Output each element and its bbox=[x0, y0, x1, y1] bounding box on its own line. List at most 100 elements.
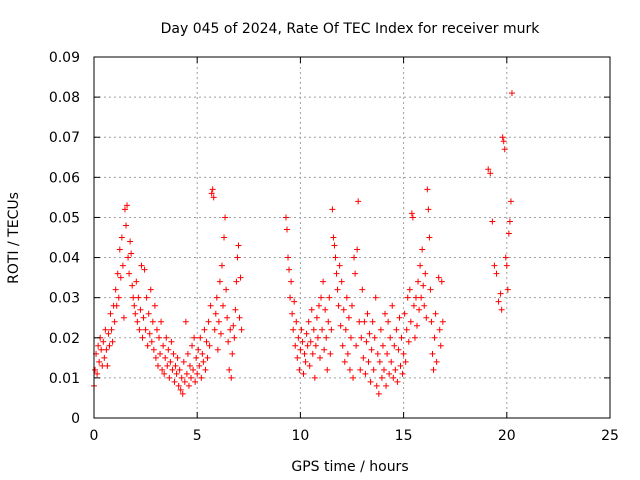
data-point bbox=[417, 262, 424, 269]
data-point bbox=[339, 342, 346, 349]
data-point bbox=[325, 318, 332, 325]
gridlines bbox=[94, 57, 610, 418]
data-point bbox=[393, 326, 400, 333]
data-point bbox=[140, 314, 147, 321]
data-point bbox=[292, 342, 299, 349]
data-point bbox=[323, 334, 330, 341]
data-point bbox=[235, 242, 242, 249]
data-point bbox=[305, 318, 312, 325]
data-point bbox=[129, 282, 136, 289]
data-point bbox=[130, 294, 137, 301]
data-point bbox=[172, 362, 179, 369]
data-point bbox=[504, 286, 511, 293]
data-point bbox=[311, 374, 318, 381]
data-point bbox=[307, 338, 314, 345]
data-point bbox=[338, 278, 345, 285]
data-point bbox=[134, 318, 141, 325]
data-point bbox=[398, 334, 405, 341]
data-point bbox=[399, 370, 406, 377]
plot-area-border bbox=[93, 56, 611, 419]
data-point bbox=[371, 334, 378, 341]
data-point bbox=[145, 310, 152, 317]
data-point bbox=[194, 370, 201, 377]
data-point bbox=[290, 326, 297, 333]
data-point bbox=[406, 286, 413, 293]
data-point bbox=[156, 334, 163, 341]
data-point bbox=[420, 282, 427, 289]
data-point bbox=[373, 382, 380, 389]
data-point bbox=[299, 338, 306, 345]
data-point bbox=[206, 342, 213, 349]
data-point bbox=[124, 202, 131, 209]
data-point bbox=[380, 366, 387, 373]
data-point bbox=[400, 350, 407, 357]
data-point bbox=[382, 310, 389, 317]
data-point bbox=[238, 326, 245, 333]
data-point bbox=[428, 318, 435, 325]
data-point bbox=[96, 358, 103, 365]
data-point bbox=[497, 290, 504, 297]
y-tick-label: 0.05 bbox=[49, 210, 80, 226]
data-point bbox=[386, 370, 393, 377]
data-point bbox=[332, 254, 339, 261]
data-point bbox=[200, 358, 207, 365]
data-point bbox=[169, 366, 176, 373]
data-point bbox=[193, 354, 200, 361]
data-point bbox=[431, 334, 438, 341]
data-point bbox=[289, 310, 296, 317]
data-point bbox=[195, 346, 202, 353]
data-point bbox=[139, 334, 146, 341]
data-point bbox=[128, 250, 135, 257]
data-point bbox=[327, 350, 334, 357]
data-point bbox=[367, 378, 374, 385]
data-point bbox=[202, 366, 209, 373]
data-point bbox=[508, 90, 515, 97]
data-point bbox=[179, 390, 186, 397]
data-point bbox=[375, 390, 382, 397]
data-point bbox=[379, 342, 386, 349]
data-point bbox=[95, 342, 102, 349]
data-point bbox=[127, 238, 134, 245]
y-tick-label: 0.09 bbox=[49, 50, 80, 66]
data-point bbox=[151, 302, 158, 309]
data-point bbox=[98, 346, 105, 353]
x-tick-label: 0 bbox=[90, 428, 99, 444]
data-point bbox=[404, 294, 411, 301]
data-point bbox=[312, 342, 319, 349]
data-point bbox=[369, 318, 376, 325]
data-point bbox=[370, 366, 377, 373]
data-point bbox=[377, 326, 384, 333]
data-point bbox=[147, 286, 154, 293]
data-point bbox=[205, 318, 212, 325]
y-tick-label: 0.03 bbox=[49, 291, 80, 307]
data-point bbox=[401, 310, 408, 317]
data-point bbox=[363, 338, 370, 345]
data-point bbox=[437, 342, 444, 349]
x-tick-label: 5 bbox=[193, 428, 202, 444]
data-point bbox=[189, 342, 196, 349]
data-point bbox=[203, 338, 210, 345]
data-point bbox=[125, 254, 132, 261]
data-point bbox=[507, 198, 514, 205]
data-point bbox=[368, 346, 375, 353]
data-point bbox=[291, 298, 298, 305]
data-point bbox=[107, 310, 114, 317]
y-tick-label: 0.06 bbox=[49, 170, 80, 186]
data-point bbox=[117, 274, 124, 281]
data-point bbox=[499, 134, 506, 141]
data-point bbox=[192, 378, 199, 385]
data-point bbox=[337, 322, 344, 329]
data-point bbox=[489, 218, 496, 225]
data-point bbox=[376, 358, 383, 365]
data-point bbox=[407, 318, 414, 325]
data-point bbox=[212, 310, 219, 317]
data-point bbox=[314, 334, 321, 341]
data-point bbox=[153, 326, 160, 333]
data-point bbox=[344, 350, 351, 357]
data-point bbox=[352, 270, 359, 277]
data-point bbox=[101, 354, 108, 361]
data-point bbox=[387, 334, 394, 341]
data-point bbox=[165, 346, 172, 353]
data-point bbox=[114, 270, 121, 277]
data-point bbox=[177, 386, 184, 393]
